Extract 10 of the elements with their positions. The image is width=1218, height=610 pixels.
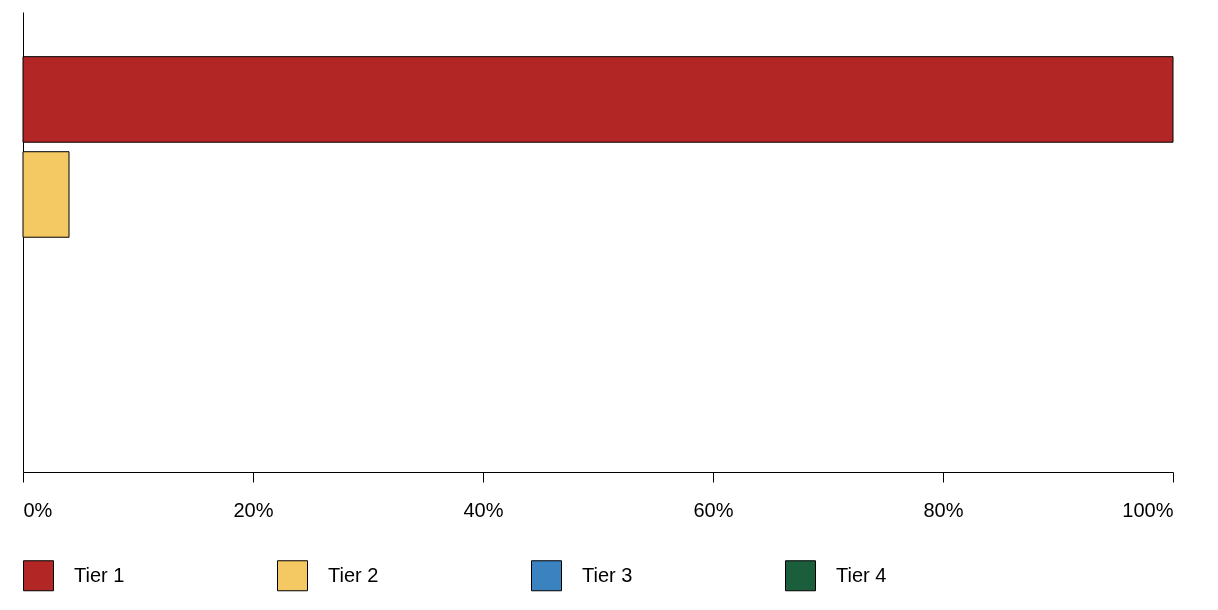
- legend-label: Tier 2: [328, 563, 379, 586]
- x-tick-label: 40%: [463, 498, 504, 521]
- x-tick-label: 60%: [693, 498, 734, 521]
- x-tick-label: 100%: [1122, 498, 1174, 521]
- legend-label: Tier 4: [836, 563, 887, 586]
- legend-label: Tier 3: [582, 563, 633, 586]
- x-tick-label: 80%: [923, 498, 964, 521]
- x-tick-label: 0%: [23, 498, 53, 521]
- x-tick-label: 20%: [233, 498, 274, 521]
- legend-label: Tier 1: [74, 563, 125, 586]
